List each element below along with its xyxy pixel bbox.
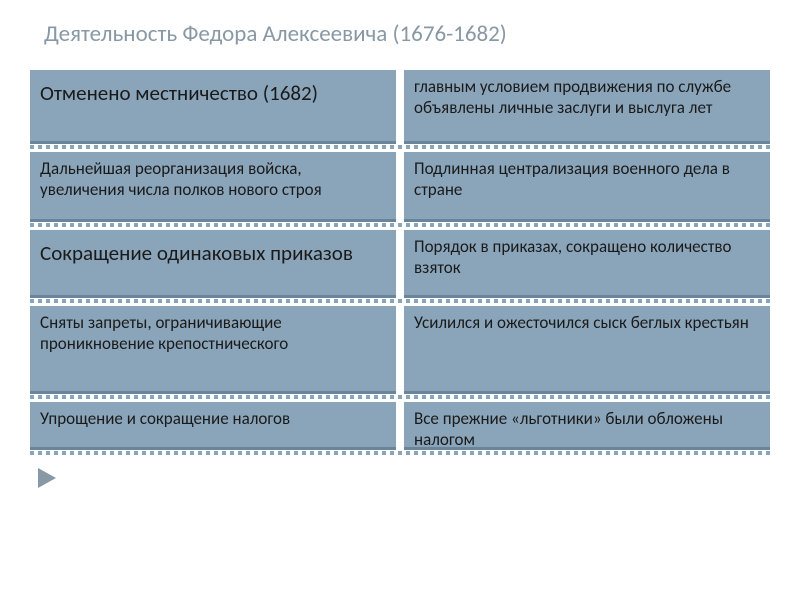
cell-right: Порядок в приказах, сокращено количество… [404,230,770,298]
cell-right: главным условием продвижения по службе о… [404,70,770,144]
row-divider [30,395,770,399]
table-row: Сокращение одинаковых приказов Порядок в… [30,230,770,298]
table-row: Упрощение и сокращение налогов Все прежн… [30,402,770,450]
cell-left: Сняты запреты, ограничивающие проникнове… [30,306,396,394]
row-divider [30,451,770,455]
cell-left: Сокращение одинаковых приказов [30,230,396,298]
row-divider [30,145,770,149]
cell-right: Подлинная централизация военного дела в … [404,152,770,222]
slide-title: Деятельность Федора Алексеевича (1676-16… [30,20,770,48]
cell-right: Усилился и ожесточился сыск беглых крест… [404,306,770,394]
cell-left: Упрощение и сокращение налогов [30,402,396,450]
cell-right: Все прежние «льготники» были обложены на… [404,402,770,450]
content-table: Отменено местничество (1682) главным усл… [30,70,770,458]
table-row: Дальнейшая реорганизация войска, увеличе… [30,152,770,222]
cell-left: Дальнейшая реорганизация войска, увеличе… [30,152,396,222]
arrow-icon [38,468,56,488]
row-divider [30,223,770,227]
cell-left: Отменено местничество (1682) [30,70,396,144]
table-row: Отменено местничество (1682) главным усл… [30,70,770,144]
table-row: Сняты запреты, ограничивающие проникнове… [30,306,770,394]
row-divider [30,299,770,303]
